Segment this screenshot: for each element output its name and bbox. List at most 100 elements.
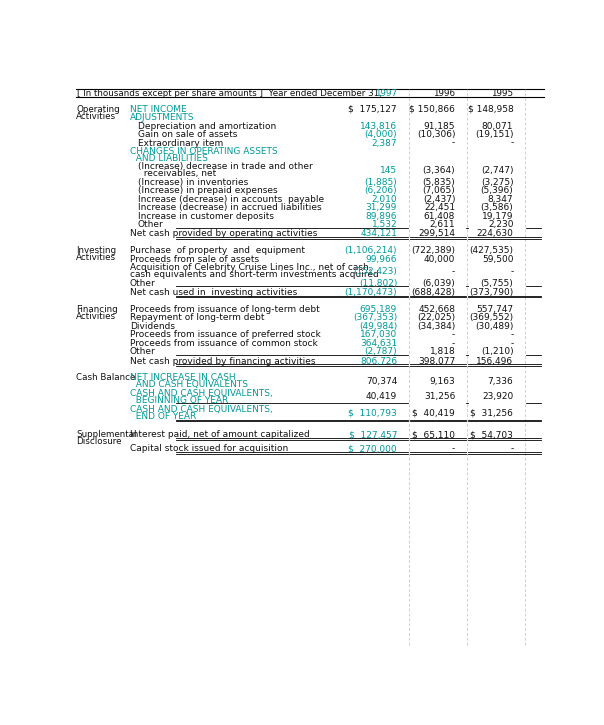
Text: (6,206): (6,206) — [364, 186, 397, 195]
Text: Increase (decrease) in accounts  payable: Increase (decrease) in accounts payable — [138, 195, 324, 204]
Text: Cash Balance: Cash Balance — [76, 373, 136, 383]
Text: (3,586): (3,586) — [481, 203, 513, 212]
Text: 2,611: 2,611 — [429, 220, 455, 229]
Text: 89,896: 89,896 — [365, 212, 397, 220]
Text: Activities: Activities — [76, 112, 117, 120]
Text: (6,039): (6,039) — [423, 278, 455, 288]
Text: $ 150,866: $ 150,866 — [410, 104, 455, 114]
Text: Gain on sale of assets: Gain on sale of assets — [138, 130, 237, 139]
Text: (Increase) in prepaid expenses: (Increase) in prepaid expenses — [138, 186, 277, 195]
Text: -: - — [452, 267, 455, 276]
Text: -: - — [510, 339, 513, 348]
Text: 31,299: 31,299 — [366, 203, 397, 212]
Text: $  270,000: $ 270,000 — [349, 444, 397, 453]
Text: $  127,457: $ 127,457 — [349, 431, 397, 439]
Text: 2,387: 2,387 — [371, 138, 397, 148]
Text: Increase in customer deposits: Increase in customer deposits — [138, 212, 274, 220]
Text: cash equivalents and short-term investments acquired: cash equivalents and short-term investme… — [130, 270, 379, 279]
Text: Capital stock issued for acquisition: Capital stock issued for acquisition — [130, 444, 288, 453]
Text: Proceeds from sale of assets: Proceeds from sale of assets — [130, 255, 259, 264]
Text: 364,631: 364,631 — [360, 339, 397, 348]
Text: ADJUSTMENTS: ADJUSTMENTS — [130, 113, 194, 123]
Text: (Increase) in inventories: (Increase) in inventories — [138, 178, 248, 187]
Text: 1,532: 1,532 — [371, 220, 397, 229]
Text: (Increase) decrease in trade and other: (Increase) decrease in trade and other — [138, 162, 312, 171]
Text: 61,408: 61,408 — [424, 212, 455, 220]
Text: 22,451: 22,451 — [424, 203, 455, 212]
Text: 1996: 1996 — [433, 89, 455, 99]
Text: 557,747: 557,747 — [476, 305, 513, 314]
Text: 1997: 1997 — [375, 89, 397, 99]
Text: AND LIABILITIES: AND LIABILITIES — [130, 154, 208, 163]
Text: (34,384): (34,384) — [417, 322, 455, 331]
Text: [ In thousands except per share amounts ]  Year ended December 31,: [ In thousands except per share amounts … — [77, 89, 382, 99]
Text: 2,230: 2,230 — [488, 220, 513, 229]
Text: $  31,256: $ 31,256 — [471, 408, 513, 418]
Text: 7,336: 7,336 — [487, 377, 513, 386]
Text: 59,500: 59,500 — [482, 255, 513, 264]
Text: Activities: Activities — [76, 253, 117, 262]
Text: 40,000: 40,000 — [424, 255, 455, 264]
Text: Financing: Financing — [76, 305, 118, 314]
Text: 145: 145 — [380, 166, 397, 175]
Text: (427,535): (427,535) — [469, 247, 513, 255]
Text: (10,306): (10,306) — [417, 130, 455, 139]
Text: Interest paid, net of amount capitalized: Interest paid, net of amount capitalized — [130, 431, 309, 439]
Text: 19,179: 19,179 — [482, 212, 513, 220]
Text: Depreciation and amortization: Depreciation and amortization — [138, 122, 276, 130]
Text: receivables, net: receivables, net — [138, 170, 216, 178]
Text: 167,030: 167,030 — [360, 331, 397, 339]
Text: 99,966: 99,966 — [365, 255, 397, 264]
Text: (49,984): (49,984) — [359, 322, 397, 331]
Text: (19,151): (19,151) — [475, 130, 513, 139]
Text: (2,437): (2,437) — [423, 195, 455, 204]
Text: CASH AND CASH EQUIVALENTS,: CASH AND CASH EQUIVALENTS, — [130, 405, 272, 414]
Text: (4,000): (4,000) — [364, 130, 397, 139]
Text: 9,163: 9,163 — [429, 377, 455, 386]
Text: (5,396): (5,396) — [481, 186, 513, 195]
Text: 806,726: 806,726 — [360, 357, 397, 365]
Text: 1995: 1995 — [491, 89, 513, 99]
Text: (1,106,214): (1,106,214) — [345, 247, 397, 255]
Text: 40,419: 40,419 — [366, 392, 397, 402]
Text: -: - — [452, 444, 455, 453]
Text: Purchase  of property  and  equipment: Purchase of property and equipment — [130, 247, 305, 255]
Text: BEGINNING OF YEAR: BEGINNING OF YEAR — [130, 396, 228, 405]
Text: Supplemental: Supplemental — [76, 431, 137, 439]
Text: 1,818: 1,818 — [429, 347, 455, 356]
Text: 70,374: 70,374 — [366, 377, 397, 386]
Text: $  65,110: $ 65,110 — [413, 431, 455, 439]
Text: Activities: Activities — [76, 312, 117, 321]
Text: (2,747): (2,747) — [481, 166, 513, 175]
Text: (2,787): (2,787) — [364, 347, 397, 356]
Text: NET INCREASE IN CASH: NET INCREASE IN CASH — [130, 373, 236, 383]
Text: Net cash used in  investing activities: Net cash used in investing activities — [130, 288, 297, 297]
Text: Net cash provided by operating activities: Net cash provided by operating activitie… — [130, 229, 317, 239]
Text: (3,275): (3,275) — [481, 178, 513, 187]
Text: (7,065): (7,065) — [423, 186, 455, 195]
Text: Proceeds from issuance of common stock: Proceeds from issuance of common stock — [130, 339, 318, 348]
Text: -: - — [510, 267, 513, 276]
Text: (30,489): (30,489) — [475, 322, 513, 331]
Text: 224,630: 224,630 — [477, 229, 513, 239]
Text: $ 148,958: $ 148,958 — [467, 104, 513, 114]
Text: (3,364): (3,364) — [423, 166, 455, 175]
Text: Other: Other — [138, 220, 163, 229]
Text: $  110,793: $ 110,793 — [349, 408, 397, 418]
Text: Extraordinary item: Extraordinary item — [138, 138, 223, 148]
Text: Acquisition of Celebrity Cruise Lines Inc., net of cash,: Acquisition of Celebrity Cruise Lines In… — [130, 263, 371, 273]
Text: Disclosure: Disclosure — [76, 437, 122, 447]
Text: $  54,703: $ 54,703 — [471, 431, 513, 439]
Text: Operating: Operating — [76, 104, 120, 114]
Text: 31,256: 31,256 — [424, 392, 455, 402]
Text: (152,423): (152,423) — [353, 267, 397, 276]
Text: (11,802): (11,802) — [359, 278, 397, 288]
Text: -: - — [510, 138, 513, 148]
Text: -: - — [510, 331, 513, 339]
Text: Repayment of long-term debt: Repayment of long-term debt — [130, 313, 265, 323]
Text: 398,077: 398,077 — [418, 357, 455, 365]
Text: 299,514: 299,514 — [418, 229, 455, 239]
Text: Proceeds from issuance of long-term debt: Proceeds from issuance of long-term debt — [130, 305, 320, 314]
Text: 23,920: 23,920 — [482, 392, 513, 402]
Text: END OF YEAR: END OF YEAR — [130, 412, 196, 421]
